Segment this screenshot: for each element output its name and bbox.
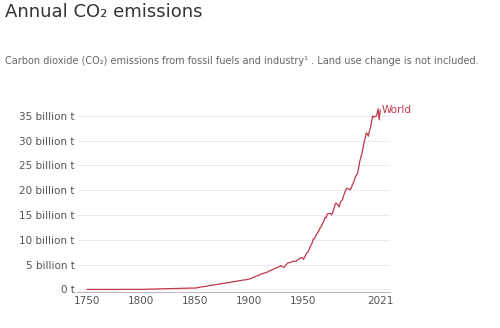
Text: Carbon dioxide (CO₂) emissions from fossil fuels and industry¹ . Land use change: Carbon dioxide (CO₂) emissions from foss…: [5, 56, 478, 66]
Text: Annual CO₂ emissions: Annual CO₂ emissions: [5, 3, 202, 21]
Text: Our World: Our World: [428, 14, 474, 23]
Text: World: World: [382, 105, 412, 115]
Text: in Data: in Data: [435, 31, 468, 40]
